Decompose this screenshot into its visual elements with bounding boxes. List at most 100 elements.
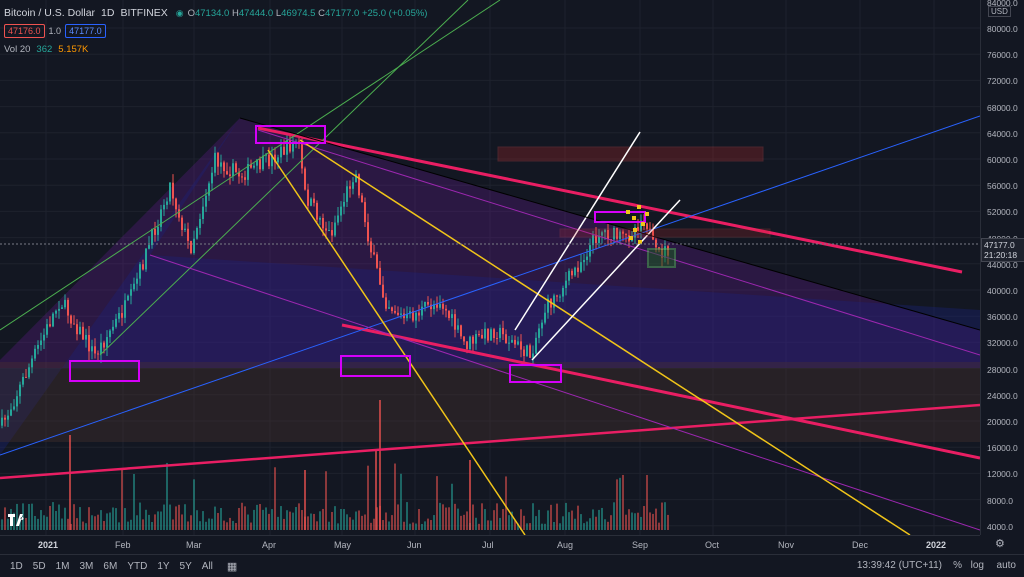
market-status-icon: ◉ xyxy=(175,7,184,18)
yellow-fan-steep xyxy=(267,149,526,536)
resistance-zone xyxy=(497,146,764,162)
candle-body xyxy=(61,307,63,309)
volume-bar xyxy=(115,508,117,530)
candle-body xyxy=(10,409,12,416)
price-tick: 52000.0 xyxy=(987,207,1018,218)
candle-body xyxy=(256,159,258,166)
volume-bar xyxy=(616,479,618,530)
clock[interactable]: 13:39:42 (UTC+11) xyxy=(856,560,942,571)
currency-label[interactable]: USD xyxy=(988,6,1011,17)
volume-bar xyxy=(604,519,606,530)
volume-bar xyxy=(649,512,651,530)
volume-bar xyxy=(346,514,348,530)
candle-body xyxy=(409,311,411,314)
time-axis[interactable]: 2021 Feb Mar Apr May Jun Jul Aug Sep Oct Nov Dec 202… xyxy=(0,535,980,555)
volume-bar xyxy=(628,509,630,530)
candle-body xyxy=(418,312,420,316)
range-button[interactable]: 6M xyxy=(103,560,118,572)
volume-bar xyxy=(415,523,417,530)
candle-body xyxy=(58,308,60,311)
candle-body xyxy=(259,159,261,170)
volume-bar xyxy=(613,502,615,530)
volume-bar xyxy=(442,504,444,530)
volume-bar xyxy=(163,504,165,530)
candle-body xyxy=(70,315,72,324)
candle-body xyxy=(268,154,270,167)
symbol-title[interactable]: Bitcoin / U.S. Dollar xyxy=(4,7,96,19)
volume-bar xyxy=(403,521,405,530)
volume-bar xyxy=(298,503,300,530)
interval[interactable]: 1D xyxy=(101,7,115,19)
countdown: 21:20:18 xyxy=(984,250,1018,260)
buy-button[interactable]: 47177.0 xyxy=(65,24,106,38)
auto-toggle[interactable]: auto xyxy=(996,560,1016,571)
volume-bar xyxy=(241,502,243,530)
candle-body xyxy=(301,143,303,169)
range-button[interactable]: 5D xyxy=(32,560,46,572)
volume-bar xyxy=(481,503,483,530)
range-button[interactable]: All xyxy=(201,560,213,572)
volume-bar xyxy=(205,521,207,530)
candle-body xyxy=(190,240,192,254)
range-button[interactable]: 1D xyxy=(10,560,23,572)
date-range-calendar-icon[interactable]: ▦ xyxy=(226,560,238,573)
volume-bar xyxy=(25,517,27,530)
sell-button[interactable]: 47176.0 xyxy=(4,24,45,38)
price-chart[interactable] xyxy=(0,0,981,553)
range-button[interactable]: YTD xyxy=(127,560,148,572)
candle-body xyxy=(136,278,138,284)
log-toggle[interactable]: log xyxy=(970,560,984,571)
candle-body xyxy=(586,256,588,260)
percent-toggle[interactable]: % xyxy=(953,560,962,571)
candle-body xyxy=(205,195,207,207)
range-button[interactable]: 1Y xyxy=(157,560,170,572)
settings-gear-icon[interactable]: ⚙ xyxy=(995,538,1005,550)
volume-bar xyxy=(169,504,171,530)
volume-bar xyxy=(103,521,105,530)
candle-body xyxy=(604,229,606,233)
volume-bar xyxy=(244,506,246,530)
candle-body xyxy=(484,328,486,339)
price-tick: 76000.0 xyxy=(987,50,1018,61)
candle-body xyxy=(562,287,564,297)
candle-body xyxy=(331,230,333,236)
candle-body xyxy=(328,230,330,232)
volume-bar xyxy=(610,515,612,530)
range-button[interactable]: 5Y xyxy=(179,560,192,572)
candle-body xyxy=(580,262,582,272)
candle-body xyxy=(454,314,456,330)
candle-body xyxy=(595,234,597,243)
last-price-tag: 47177.0 21:20:18 xyxy=(981,238,1024,262)
trade-row: 47176.0 1.0 47177.0 xyxy=(4,22,427,40)
volume-bar xyxy=(130,519,132,530)
candle-body xyxy=(412,311,414,321)
volume-bar xyxy=(565,502,567,530)
bottom-toolbar: 1D 5D 1M 3M 6M YTD 1Y 5Y All ▦ 13:39:42 (UTC+11)… xyxy=(0,554,1024,577)
candle-body xyxy=(577,267,579,272)
candle-body xyxy=(118,313,120,319)
candle-body xyxy=(370,241,372,253)
volume-bar xyxy=(73,504,75,530)
volume-bar xyxy=(46,516,48,530)
range-button[interactable]: 3M xyxy=(79,560,94,572)
candle-body xyxy=(277,157,279,163)
pattern-marker xyxy=(626,210,630,214)
volume-bar xyxy=(259,504,261,530)
resistance-band xyxy=(559,228,771,238)
candle-body xyxy=(244,177,246,180)
volume-bar xyxy=(511,511,513,530)
volume-bar xyxy=(67,518,69,530)
volume-label[interactable]: Vol 20 xyxy=(4,43,31,55)
candle-body xyxy=(238,172,240,177)
volume-bar xyxy=(214,506,216,530)
price-scale[interactable]: 84000.0 80000.0 76000.0 72000.0 68000.0 64000… xyxy=(980,0,1024,535)
volume-bar xyxy=(418,508,420,530)
volume-bar xyxy=(637,512,639,530)
candle-body xyxy=(220,162,222,167)
candle-body xyxy=(358,174,360,196)
candle-body xyxy=(487,328,489,341)
chart-pane[interactable] xyxy=(0,0,981,553)
volume-bar xyxy=(151,521,153,530)
range-button[interactable]: 1M xyxy=(55,560,70,572)
candle-body xyxy=(625,233,627,236)
